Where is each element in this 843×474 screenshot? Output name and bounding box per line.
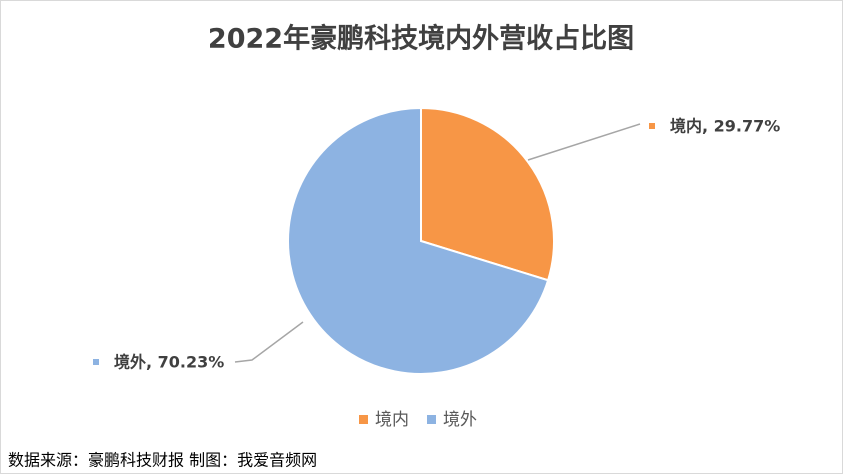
pie-slice bbox=[420, 106, 555, 282]
label-marker bbox=[649, 123, 655, 129]
legend-label: 境内 bbox=[375, 410, 409, 430]
leader-line bbox=[527, 123, 641, 161]
chart-title: 2022年豪鹏科技境内外营收占比图 bbox=[208, 23, 634, 55]
source-note: 数据来源：豪鹏科技财报 制图：我爱音频网 bbox=[8, 451, 317, 470]
legend-swatch bbox=[359, 415, 368, 424]
label-marker bbox=[93, 359, 99, 365]
data-label: 境内, 29.77% bbox=[670, 117, 780, 136]
legend-swatch bbox=[427, 415, 436, 424]
pie-slice bbox=[287, 106, 550, 375]
legend-label: 境外 bbox=[443, 410, 477, 430]
leader-line bbox=[234, 321, 304, 363]
data-label: 境外, 70.23% bbox=[114, 353, 224, 372]
